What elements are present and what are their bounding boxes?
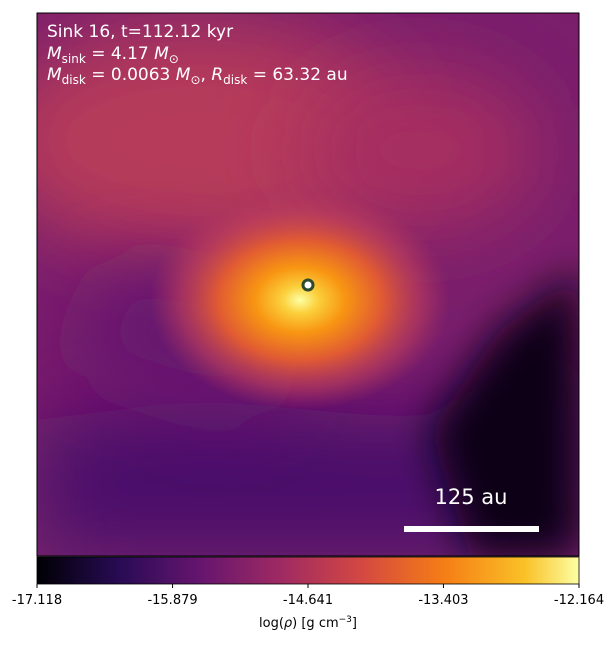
colorbar-tick-label: -12.164 — [554, 593, 604, 608]
annotation: Msink = 4.17 M⊙ — [47, 44, 179, 66]
density-map — [37, 13, 579, 556]
colorbar — [36, 556, 580, 585]
colorbar-tick-label: -15.879 — [147, 593, 197, 608]
colorbar-tick-label: -17.118 — [12, 593, 62, 608]
colorbar-tick-label: -13.403 — [418, 593, 468, 608]
annotation: Mdisk = 0.0063 M⊙, Rdisk = 63.32 au — [47, 65, 348, 87]
scale-bar-label: 125 au — [435, 485, 508, 509]
colorbar-tick-label: -14.641 — [283, 593, 333, 608]
colorbar-label: log(ρ) [g cm−3] — [259, 615, 357, 631]
annotation: Sink 16, t=112.12 kyr — [47, 22, 233, 42]
